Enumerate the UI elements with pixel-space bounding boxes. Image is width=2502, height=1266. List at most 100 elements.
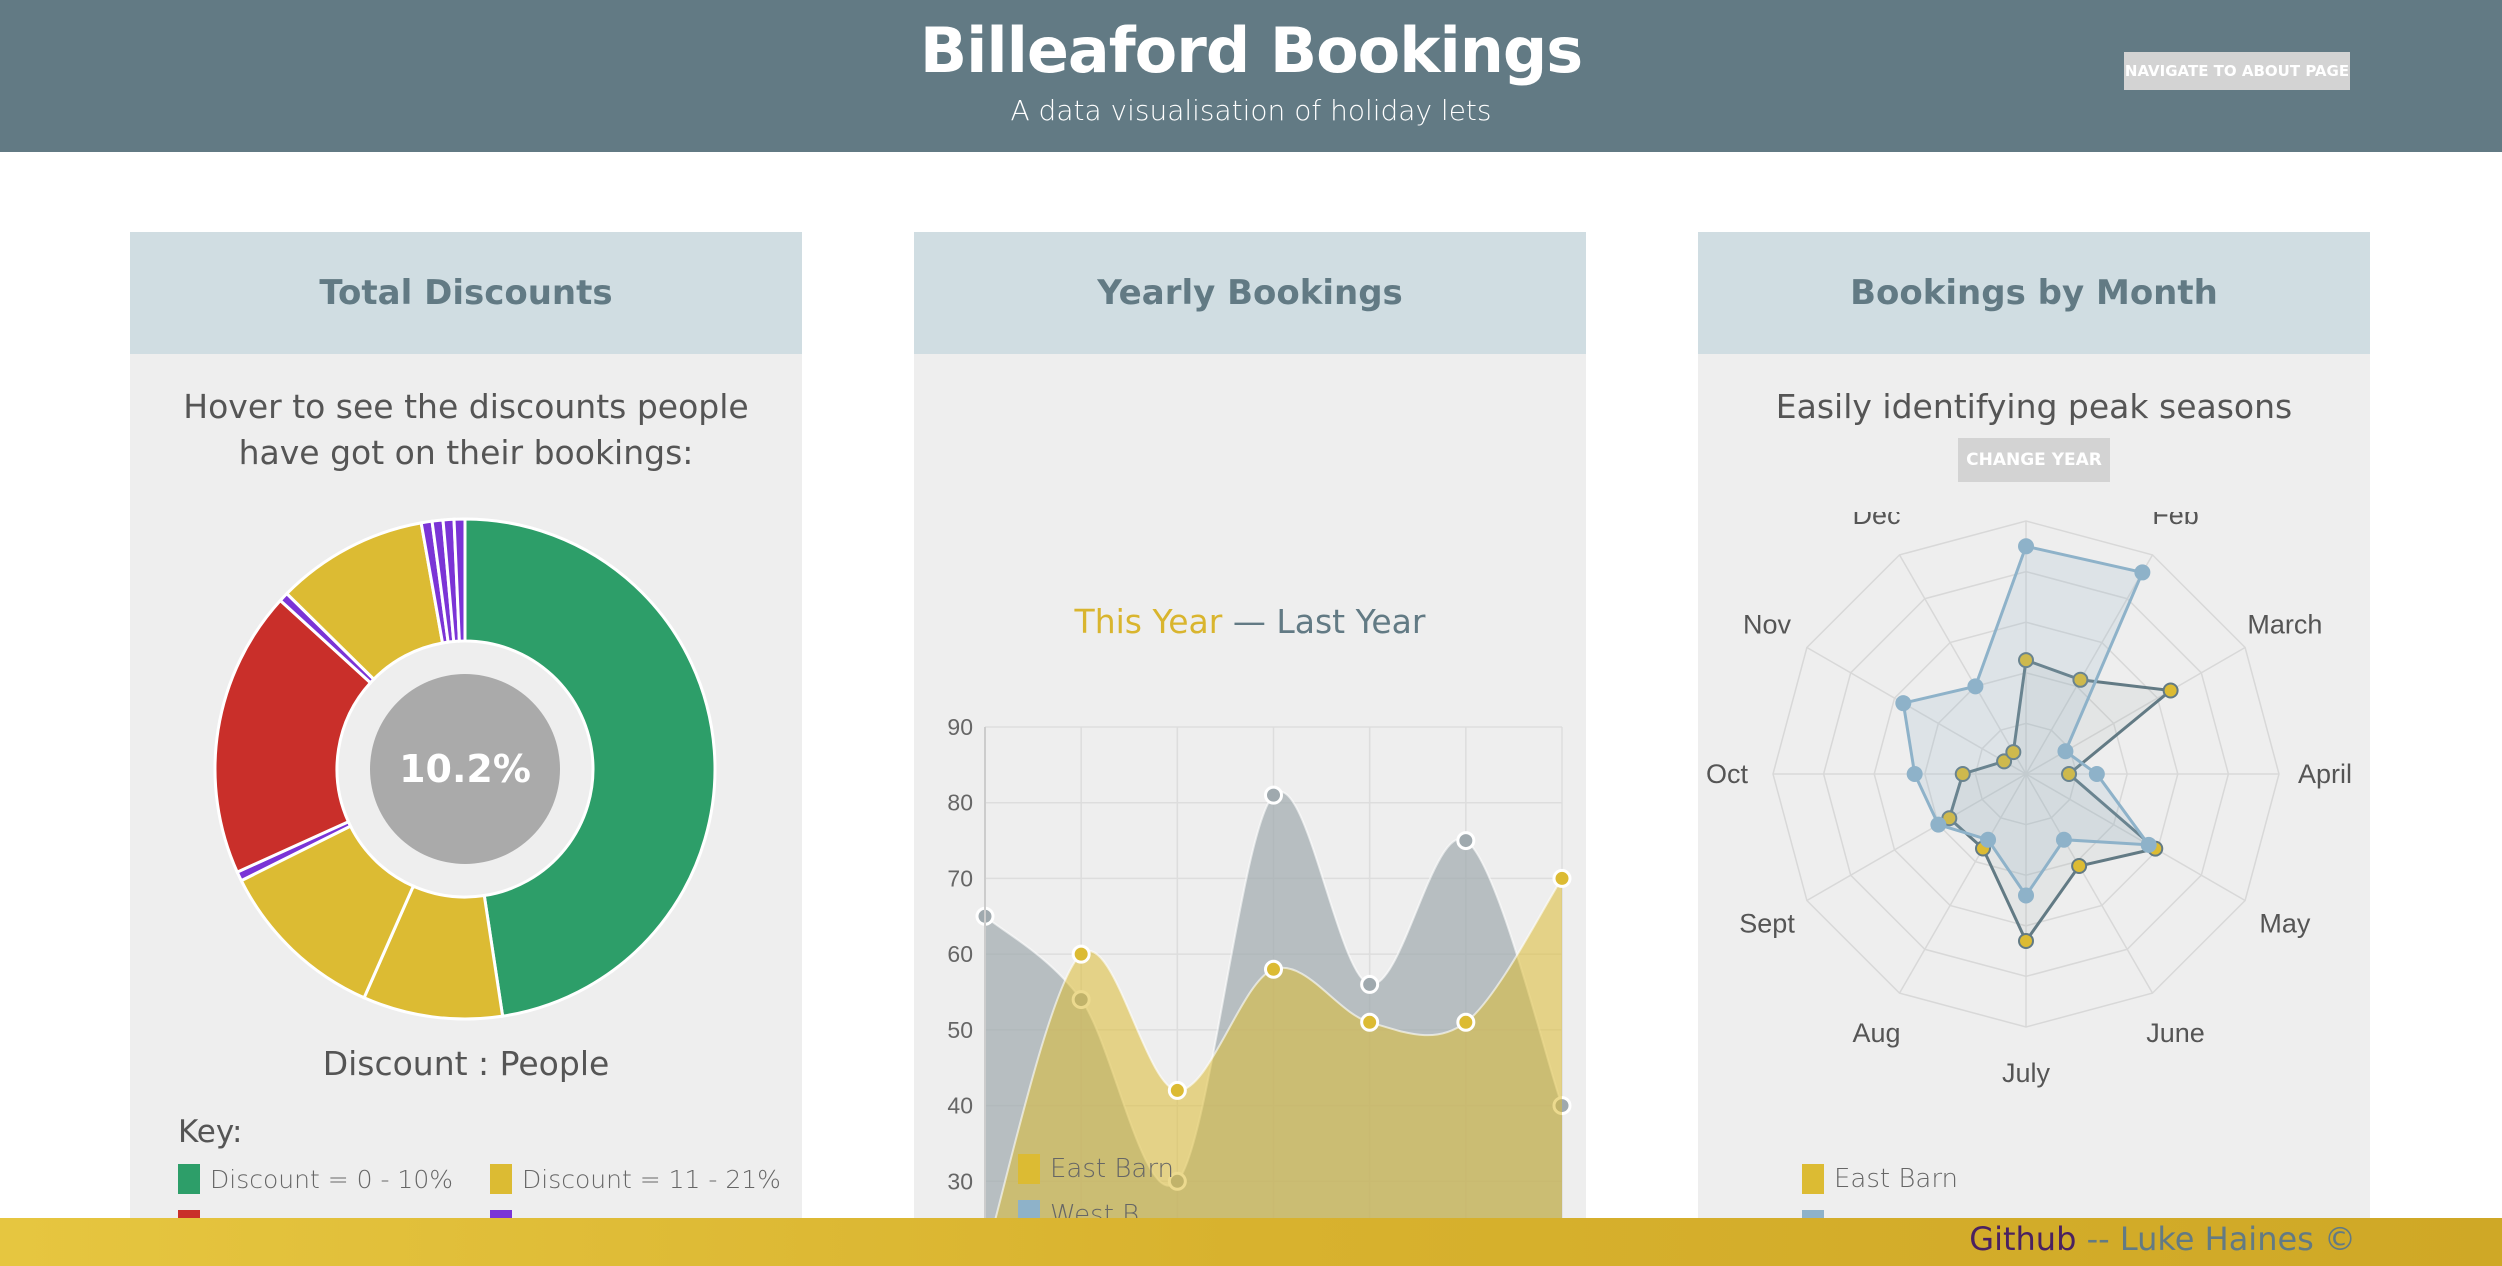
donut-center-disc: [370, 674, 560, 864]
radar-point[interactable]: [2162, 682, 2179, 699]
data-point[interactable]: [1360, 974, 1380, 994]
key-label: Discount = 11 - 21%: [522, 1164, 781, 1194]
site-subtitle: A data visualisation of holiday lets: [1010, 94, 1492, 127]
site-title: Billeaford Bookings: [919, 14, 1583, 87]
radar-spoke: [1806, 646, 2027, 775]
radar-point[interactable]: [2061, 766, 2078, 782]
card-description: Easily identifying peak seasons: [1775, 387, 2293, 426]
discount-donut-chart[interactable]: 10.2%: [210, 514, 720, 1024]
data-point[interactable]: [1360, 1012, 1380, 1032]
footer-author: Luke Haines ©: [2119, 1220, 2356, 1258]
site-header: Billeaford Bookings A data visualisation…: [0, 0, 2502, 152]
radar-spoke: [1898, 773, 2027, 994]
radar-point[interactable]: [2018, 887, 2034, 904]
donut-slice[interactable]: [213, 598, 373, 875]
radar-month-label: Nov: [1743, 610, 1792, 640]
card-title: Yearly Bookings: [914, 232, 1586, 354]
y-tick-label: 30: [947, 1168, 973, 1194]
radar-spoke: [2025, 554, 2154, 775]
radar-point[interactable]: [1967, 678, 1984, 695]
change-year-button[interactable]: CHANGE YEAR: [1958, 438, 2110, 482]
radar-month-label: March: [2247, 610, 2322, 640]
donut-slice[interactable]: [463, 517, 717, 1018]
donut-svg: [213, 517, 717, 1021]
y-tick-label: 40: [947, 1093, 973, 1119]
radar-point[interactable]: [2072, 671, 2089, 688]
radar-month-label: Dec: [1852, 512, 1900, 530]
radar-month-label: Sept: [1739, 909, 1795, 939]
radar-point[interactable]: [1906, 766, 1923, 782]
y-tick-label: 50: [947, 1017, 973, 1043]
data-point[interactable]: [1552, 868, 1572, 888]
radar-month-label: May: [2259, 909, 2311, 939]
legend-label: East Barn: [1050, 1154, 1175, 1184]
key-swatch: [178, 1164, 200, 1194]
footer-separator: --: [2086, 1220, 2110, 1258]
radar-point[interactable]: [2005, 744, 2022, 761]
yearly-bookings-card: Yearly Bookings This Year — Last Year 20…: [914, 232, 1586, 1266]
radar-point[interactable]: [2071, 858, 2088, 875]
github-link[interactable]: Github: [1969, 1220, 2077, 1258]
series-area: [985, 878, 1562, 1257]
legend-swatch: [1018, 1154, 1040, 1184]
radar-point[interactable]: [1895, 695, 1912, 712]
bookings-radar-chart[interactable]: JanFebMarchAprilMayJuneJulyAugSeptOctNov…: [1698, 512, 2370, 1152]
legend-dash: —: [1232, 602, 1266, 641]
footer-text: Github -- Luke Haines ©: [1969, 1220, 2356, 1258]
data-point[interactable]: [1071, 944, 1091, 964]
radar-point[interactable]: [2140, 836, 2157, 853]
donut-slice[interactable]: [452, 517, 467, 643]
radar-point[interactable]: [2088, 766, 2105, 782]
y-tick-label: 90: [947, 714, 973, 740]
radar-point[interactable]: [2134, 564, 2151, 581]
series-legend-item: East Barn: [1802, 1164, 1958, 1194]
card-title: Total Discounts: [130, 232, 802, 354]
radar-spoke: [2025, 773, 2246, 902]
radar-point[interactable]: [2055, 831, 2072, 848]
site-footer: Github -- Luke Haines ©: [0, 1218, 2502, 1266]
key-swatch: [490, 1164, 512, 1194]
series-legend-item: East Barn: [1018, 1154, 1174, 1184]
radar-point[interactable]: [1980, 831, 1997, 848]
radar-month-label: June: [2146, 1018, 2205, 1048]
legend-swatch: [1802, 1164, 1824, 1194]
radar-point[interactable]: [2018, 932, 2034, 949]
navigate-about-button[interactable]: NAVIGATE TO ABOUT PAGE: [2124, 52, 2350, 90]
radar-spoke: [1806, 773, 2027, 902]
data-point[interactable]: [1456, 831, 1476, 851]
legend-last-year: Last Year: [1276, 602, 1426, 641]
radar-spoke: [2025, 773, 2154, 994]
yearly-bookings-area-chart[interactable]: 2030405060708090MonTueWedThuFriSatSun: [914, 702, 1586, 1266]
radar-point[interactable]: [1930, 816, 1947, 833]
data-point[interactable]: [1456, 1012, 1476, 1032]
radar-point[interactable]: [2057, 743, 2074, 760]
y-tick-label: 60: [947, 941, 973, 967]
radar-spoke: [1898, 554, 2027, 775]
radar-month-label: July: [2002, 1058, 2051, 1088]
key-item: Discount = 0 - 10%: [178, 1164, 453, 1194]
radar-point[interactable]: [1996, 753, 2013, 770]
radar-point[interactable]: [2018, 538, 2034, 555]
data-point[interactable]: [1264, 959, 1283, 979]
radar-point[interactable]: [2018, 652, 2034, 669]
key-label: Discount = 0 - 10%: [210, 1164, 453, 1194]
card-description: Hover to see the discounts people have g…: [183, 387, 749, 472]
radar-month-label: Oct: [1706, 759, 1749, 789]
key-item: Discount = 11 - 21%: [490, 1164, 781, 1194]
radar-month-label: April: [2298, 759, 2352, 789]
data-point[interactable]: [1264, 785, 1283, 805]
radar-month-label: Feb: [2152, 512, 2199, 530]
radar-month-label: Aug: [1852, 1018, 1900, 1048]
discount-people-label: Discount : People: [322, 1044, 610, 1083]
y-tick-label: 70: [947, 865, 973, 891]
card-title: Bookings by Month: [1698, 232, 2370, 354]
legend-this-year: This Year: [1074, 602, 1223, 641]
radar-point[interactable]: [1954, 766, 1971, 782]
key-title: Key:: [178, 1114, 243, 1150]
bookings-by-month-card: Bookings by Month Easily identifying pea…: [1698, 232, 2370, 1266]
total-discounts-card: Total Discounts Hover to see the discoun…: [130, 232, 802, 1266]
data-point[interactable]: [1167, 1080, 1187, 1100]
year-legend-title: This Year — Last Year: [914, 602, 1586, 641]
y-tick-label: 80: [947, 790, 973, 816]
legend-label: East Barn: [1834, 1164, 1959, 1194]
